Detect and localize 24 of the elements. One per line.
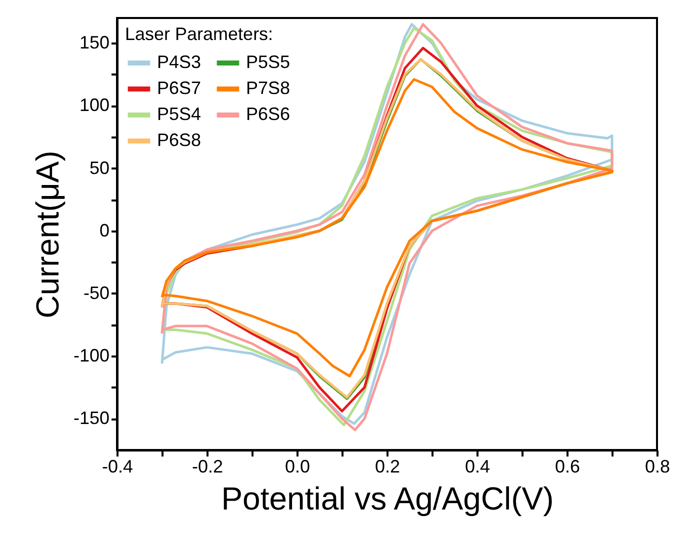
legend-label: P7S8: [246, 78, 290, 98]
x-tick-label: 0.2: [374, 456, 400, 476]
x-tick-label: 0.0: [284, 456, 310, 476]
x-tick-label: 0.6: [554, 456, 580, 476]
y-tick-label: -150: [73, 408, 110, 428]
legend-label: P6S7: [157, 78, 202, 98]
y-tick-label: 0: [99, 220, 110, 240]
x-tick-label: -0.4: [102, 456, 134, 476]
x-tick-label: 0.8: [644, 456, 670, 476]
x-axis-title: Potential vs Ag/AgCl(V): [221, 480, 554, 516]
x-tick-label: 0.4: [464, 456, 490, 476]
y-tick-label: -50: [83, 282, 110, 303]
x-tick-label: -0.2: [192, 456, 224, 476]
legend-label: P5S5: [246, 52, 290, 72]
legend-label: P4S3: [157, 52, 202, 72]
y-tick-label: -100: [73, 346, 110, 366]
y-tick-label: 150: [79, 32, 110, 53]
legend-title: Laser Parameters:: [125, 24, 274, 44]
y-tick-label: 50: [89, 158, 110, 178]
y-tick-label: 100: [79, 95, 110, 116]
legend-label: P5S4: [157, 104, 202, 124]
legend-label: P6S6: [246, 104, 290, 124]
y-axis-title: Current(μA): [29, 150, 66, 318]
legend-label: P6S8: [157, 130, 202, 150]
